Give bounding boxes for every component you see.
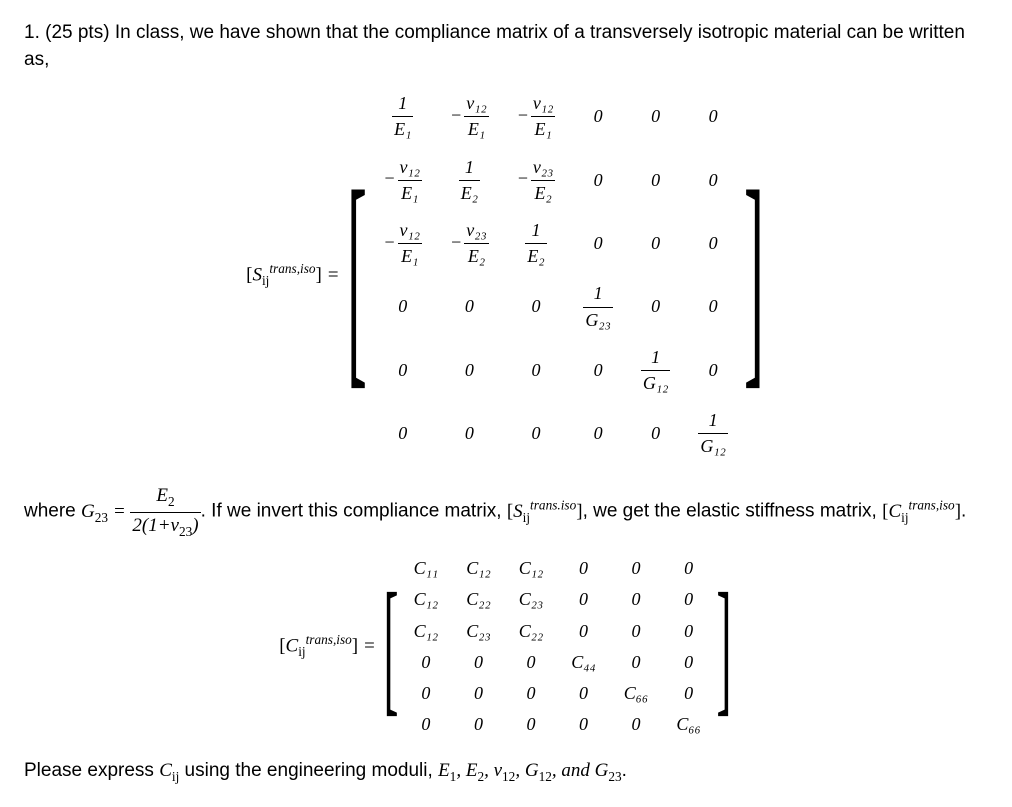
matrix-cell: 0 [557, 678, 610, 709]
matrix-cell: −v₂₃E₂ [436, 212, 503, 275]
matrix-cell: C₂₃ [452, 616, 505, 647]
matrix-cell: C₄₄ [557, 647, 610, 678]
matrix-cell: 1E₂ [436, 149, 503, 212]
matrix-cell: 0 [684, 212, 742, 275]
matrix-cell: 0 [684, 275, 742, 338]
matrix-cell: C₆₆ [662, 709, 715, 740]
matrix-cell: C₂₂ [505, 616, 558, 647]
matrix-cell: 0 [369, 402, 436, 465]
matrix-cell: 0 [662, 553, 715, 584]
matrix-cell: 0 [503, 402, 570, 465]
g23-def: G23 = E22(1+v23) [81, 501, 201, 522]
matrix-cell: 0 [627, 275, 685, 338]
end-text: Please express Cij using the engineering… [24, 758, 988, 786]
matrix-cell: 0 [627, 149, 685, 212]
matrix-cell: 0 [627, 85, 685, 148]
matrix-cell: 0 [369, 339, 436, 402]
matrix-cell: 0 [569, 339, 627, 402]
c-matrix-label: [Cijtrans,iso] = [279, 631, 376, 662]
matrix-cell: 0 [684, 85, 742, 148]
matrix-cell: 0 [505, 678, 558, 709]
matrix-cell: C₁₁ [400, 553, 453, 584]
matrix-cell: 0 [557, 616, 610, 647]
matrix-cell: 0 [610, 647, 663, 678]
matrix-cell: 0 [627, 212, 685, 275]
matrix-cell: 0 [557, 553, 610, 584]
matrix-cell: 0 [505, 709, 558, 740]
matrix-cell: 0 [436, 275, 503, 338]
right-bracket-icon: ] [716, 583, 731, 711]
matrix-cell: 1E₁ [369, 85, 436, 148]
stiffness-matrix-eq: [Cijtrans,iso] = [ C₁₁C₁₂C₁₂000C₁₂C₂₂C₂₃… [24, 553, 988, 740]
matrix-cell: 0 [569, 85, 627, 148]
matrix-cell: −v₁₂E₁ [369, 212, 436, 275]
matrix-cell: C₁₂ [452, 553, 505, 584]
matrix-cell: 0 [610, 709, 663, 740]
matrix-cell: 0 [610, 553, 663, 584]
matrix-cell: 1G₂₃ [569, 275, 627, 338]
matrix-cell: 0 [662, 584, 715, 615]
left-bracket-icon: [ [347, 173, 367, 377]
matrix-cell: 0 [684, 149, 742, 212]
intro-text: 1. (25 pts) In class, we have shown that… [24, 20, 988, 73]
matrix-cell: 0 [557, 584, 610, 615]
c-inline: [Cijtrans,iso] [882, 501, 961, 522]
matrix-cell: 0 [369, 275, 436, 338]
matrix-cell: −v₁₂E₁ [436, 85, 503, 148]
matrix-cell: 0 [610, 584, 663, 615]
matrix-cell: 0 [662, 678, 715, 709]
matrix-cell: 0 [662, 616, 715, 647]
matrix-cell: 0 [400, 678, 453, 709]
matrix-cell: 0 [684, 339, 742, 402]
matrix-cell: −v₁₂E₁ [503, 85, 570, 148]
matrix-cell: 0 [503, 339, 570, 402]
matrix-cell: 0 [662, 647, 715, 678]
compliance-matrix-table: 1E₁−v₁₂E₁−v₁₂E₁000−v₁₂E₁1E₂−v₂₃E₂000−v₁₂… [369, 85, 742, 465]
matrix-cell: 1E₂ [503, 212, 570, 275]
matrix-cell: 0 [452, 678, 505, 709]
matrix-cell: 1G₁₂ [627, 339, 685, 402]
matrix-cell: 0 [436, 402, 503, 465]
matrix-cell: C₁₂ [505, 553, 558, 584]
matrix-cell: C₁₂ [400, 616, 453, 647]
matrix-cell: −v₁₂E₁ [369, 149, 436, 212]
matrix-cell: 1G₁₂ [684, 402, 742, 465]
compliance-matrix-eq: [Sijtrans,iso] = [ 1E₁−v₁₂E₁−v₁₂E₁000−v₁… [24, 85, 988, 465]
matrix-cell: 0 [569, 212, 627, 275]
matrix-cell: 0 [452, 709, 505, 740]
moduli-list: E1, E2, v12, G12, and G23 [438, 760, 622, 781]
matrix-cell: 0 [400, 647, 453, 678]
matrix-cell: 0 [400, 709, 453, 740]
matrix-cell: 0 [557, 709, 610, 740]
matrix-cell: 0 [627, 402, 685, 465]
matrix-cell: C₂₃ [505, 584, 558, 615]
s-inline: [Sijtrans.iso] [507, 501, 583, 522]
matrix-cell: C₆₆ [610, 678, 663, 709]
matrix-cell: −v₂₃E₂ [503, 149, 570, 212]
cij-var: Cij [159, 760, 179, 781]
mid-text: where G23 = E22(1+v23). If we invert thi… [24, 483, 988, 541]
right-bracket-icon: ] [744, 173, 764, 377]
matrix-cell: 0 [452, 647, 505, 678]
matrix-cell: 0 [610, 616, 663, 647]
left-bracket-icon: [ [383, 583, 398, 711]
matrix-cell: C₂₂ [452, 584, 505, 615]
matrix-cell: 0 [436, 339, 503, 402]
matrix-cell: C₁₂ [400, 584, 453, 615]
s-matrix-label: [Sijtrans,iso] = [246, 260, 339, 291]
matrix-cell: 0 [569, 149, 627, 212]
matrix-cell: 0 [505, 647, 558, 678]
matrix-cell: 0 [503, 275, 570, 338]
matrix-cell: 0 [569, 402, 627, 465]
stiffness-matrix-table: C₁₁C₁₂C₁₂000C₁₂C₂₂C₂₃000C₁₂C₂₃C₂₂000000C… [400, 553, 715, 740]
